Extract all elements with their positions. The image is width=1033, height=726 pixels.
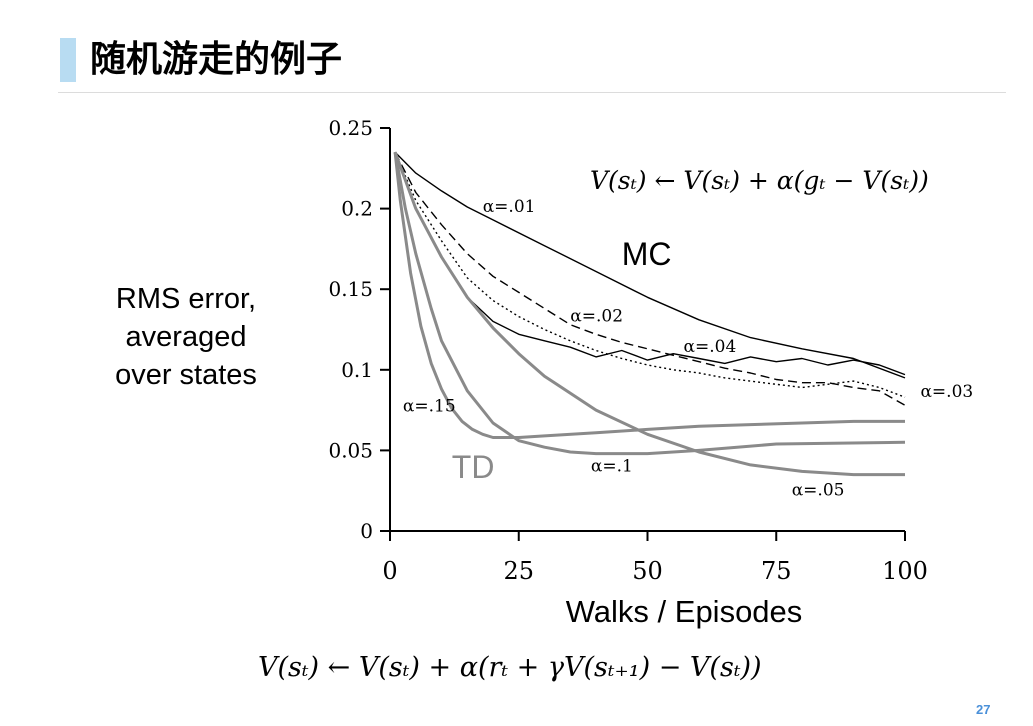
page-title: 随机游走的例子	[90, 39, 343, 80]
y-tick-label: 0	[360, 519, 373, 543]
series-label: α=.1	[591, 456, 633, 476]
series-line-03	[394, 151, 906, 398]
y-axis-label-line: over states	[115, 359, 257, 391]
series-label: α=.02	[570, 306, 623, 326]
series-label: α=.04	[684, 337, 737, 357]
y-tick-label: 0.2	[341, 197, 373, 221]
page-number: 27	[976, 702, 991, 717]
series-line-15	[393, 152, 905, 439]
x-tick-label: 0	[382, 557, 397, 585]
series-label: α=.03	[920, 382, 973, 402]
td-update-formula: V(sₜ) ← V(sₜ) + α(rₜ + γV(sₜ₊₁) − V(sₜ))	[258, 652, 762, 683]
x-axis-label: Walks / Episodes	[566, 594, 803, 629]
series-line-01	[394, 151, 906, 379]
y-tick-label: 0.05	[328, 438, 373, 462]
series-label: α=.05	[792, 481, 845, 501]
chart-series	[393, 151, 906, 477]
x-tick-label: 75	[761, 557, 792, 585]
x-tick-label: 50	[632, 557, 663, 585]
mc-update-formula: V(sₜ) ← V(sₜ) + α(gₜ − V(sₜ))	[590, 166, 929, 195]
group-label-td: TD	[452, 449, 495, 485]
x-tick-label: 25	[503, 557, 534, 585]
y-tick-label: 0.15	[328, 277, 373, 301]
series-line-02	[394, 151, 906, 406]
y-axis-label: RMS error, averaged over states	[115, 283, 257, 391]
series-line-1	[393, 151, 906, 456]
group-label-mc: MC	[622, 236, 672, 272]
y-axis-label-line: averaged	[126, 321, 247, 353]
title-divider	[58, 92, 1006, 93]
chart-labels: Walks / Episodes RMS error, averaged over s…	[115, 197, 973, 629]
y-axis-label-line: RMS error,	[116, 283, 256, 315]
series-label: α=.01	[483, 197, 536, 217]
series-line-05	[393, 151, 905, 477]
series-label: α=.15	[403, 397, 456, 417]
y-tick-label: 0.1	[341, 358, 373, 382]
chart-axes: 0 0.05 0.1 0.15 0.2 0.25 0 25 50 75 100	[328, 116, 927, 585]
title-accent-bar	[60, 38, 76, 82]
x-tick-label: 100	[882, 557, 928, 585]
y-tick-label: 0.25	[328, 116, 373, 140]
